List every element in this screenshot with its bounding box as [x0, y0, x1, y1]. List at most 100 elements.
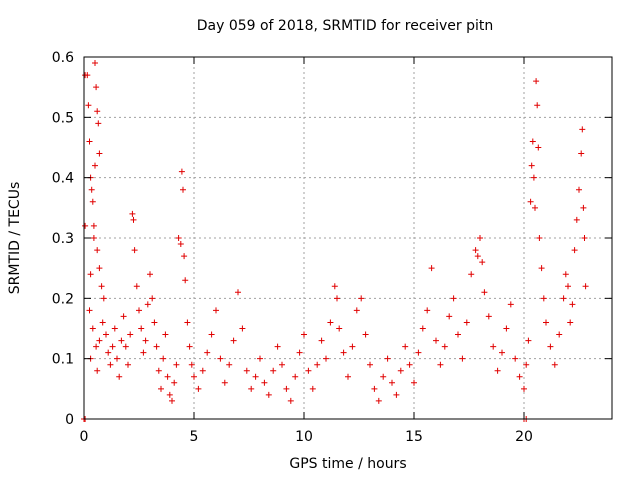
data-point	[182, 277, 189, 284]
data-point	[375, 397, 382, 404]
data-point	[446, 313, 453, 320]
data-point	[296, 349, 303, 356]
data-point	[301, 331, 307, 338]
chart-title: Day 059 of 2018, SRMTID for receiver pit…	[196, 18, 494, 34]
data-point	[576, 186, 582, 193]
x-tick-label: 20	[515, 429, 533, 445]
data-point	[532, 204, 538, 211]
data-point	[279, 361, 285, 368]
y-tick-label: 0	[65, 412, 74, 428]
data-point	[534, 102, 541, 109]
data-point	[389, 379, 395, 386]
data-point	[169, 397, 175, 404]
data-point	[472, 247, 479, 254]
data-point	[94, 108, 101, 115]
data-point	[543, 319, 549, 326]
y-tick-label: 0.2	[52, 291, 74, 307]
data-point	[138, 325, 145, 332]
data-point	[397, 367, 404, 374]
data-point	[85, 102, 92, 109]
data-point	[87, 271, 94, 278]
data-point	[130, 216, 137, 223]
data-point	[562, 271, 569, 278]
data-point	[406, 361, 413, 368]
data-point	[96, 150, 103, 157]
data-point	[213, 307, 219, 314]
data-point	[235, 289, 241, 296]
data-point	[173, 361, 180, 368]
data-point	[95, 120, 102, 127]
data-point	[527, 198, 534, 205]
data-point	[239, 325, 246, 332]
data-point	[98, 283, 105, 290]
data-point	[411, 379, 417, 386]
y-tick-label: 0.4	[52, 171, 74, 187]
data-point	[334, 295, 340, 302]
data-point	[84, 72, 91, 79]
data-point	[287, 397, 294, 404]
data-point	[450, 295, 457, 302]
data-point	[243, 367, 250, 374]
data-point	[512, 355, 519, 362]
data-point	[490, 343, 497, 350]
data-point	[226, 361, 233, 368]
data-point	[96, 337, 103, 344]
grid-lines	[84, 57, 612, 419]
data-point	[153, 343, 160, 350]
data-point	[463, 319, 470, 326]
data-point	[437, 361, 444, 368]
data-point	[131, 247, 138, 254]
data-point	[88, 186, 95, 193]
data-point	[221, 379, 228, 386]
data-point	[129, 210, 136, 217]
data-point	[252, 373, 259, 380]
data-point	[349, 343, 356, 350]
data-point	[367, 361, 373, 368]
data-point	[149, 295, 156, 302]
data-point	[507, 301, 514, 308]
data-point	[530, 174, 537, 181]
data-point	[283, 385, 290, 392]
x-tick-label: 15	[405, 429, 423, 445]
data-point	[581, 235, 588, 241]
data-point	[90, 235, 97, 241]
data-point	[525, 337, 532, 344]
data-point	[540, 295, 547, 302]
data-point	[105, 349, 112, 356]
data-point	[82, 222, 89, 229]
data-point	[336, 325, 343, 332]
data-point	[116, 373, 123, 380]
data-point	[503, 325, 510, 332]
x-axis-label: GPS time / hours	[289, 456, 407, 472]
data-point	[340, 349, 347, 356]
data-point	[94, 367, 101, 374]
data-point	[318, 337, 325, 344]
data-point	[140, 349, 147, 356]
y-tick-label: 0.5	[52, 110, 74, 126]
data-point	[188, 361, 195, 368]
data-point	[100, 295, 107, 302]
data-point	[136, 307, 142, 314]
data-point	[90, 222, 97, 229]
data-point	[109, 343, 116, 350]
data-point	[111, 325, 118, 332]
data-point	[127, 331, 134, 338]
data-point	[393, 391, 400, 398]
data-point	[551, 361, 558, 368]
data-point	[118, 337, 125, 344]
data-point	[164, 373, 171, 380]
data-point	[103, 331, 109, 338]
data-point	[160, 355, 167, 362]
y-tick-label: 0.6	[52, 50, 74, 66]
data-point	[571, 247, 578, 254]
data-point	[125, 361, 131, 368]
data-point	[114, 355, 120, 362]
x-tick-label: 0	[80, 429, 89, 445]
data-point	[560, 295, 567, 302]
data-point	[217, 355, 224, 362]
data-point	[158, 385, 164, 392]
data-point	[99, 319, 106, 326]
data-point	[578, 150, 585, 157]
data-point	[155, 367, 162, 374]
data-point	[96, 265, 103, 272]
